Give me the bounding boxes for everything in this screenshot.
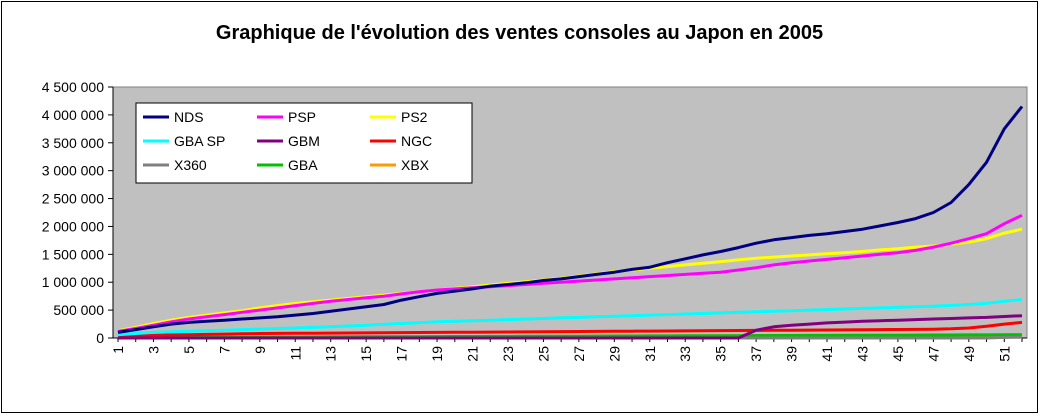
x-tick-label: 33 [677, 346, 693, 362]
x-tick-label: 47 [925, 346, 941, 362]
series-line-gbm [118, 314, 1023, 340]
legend-box [135, 102, 473, 184]
x-tick-label: 7 [216, 346, 232, 354]
x-tick-label: 23 [500, 346, 516, 362]
legend-label-gba-sp: GBA SP [174, 133, 225, 149]
x-tick-label: 29 [606, 346, 622, 362]
legend-label-gbm: GBM [288, 133, 320, 149]
series-line-ngc [117, 320, 1023, 338]
x-tick-label: 25 [535, 346, 551, 362]
x-tick-label: 49 [961, 346, 977, 362]
y-tick-label: 1 000 000 [42, 274, 104, 290]
x-tick-label: 9 [252, 346, 268, 354]
x-tick-label: 43 [854, 346, 870, 362]
legend-label-ps2: PS2 [401, 109, 428, 125]
y-tick-label: 4 500 000 [42, 79, 104, 95]
series-layer [117, 105, 1024, 340]
legend-label-gba: GBA [288, 157, 318, 173]
x-tick-label: 3 [145, 346, 161, 354]
x-tick-label: 1 [110, 346, 126, 354]
y-tick-label: 2 500 000 [42, 191, 104, 207]
series-line-nds [117, 105, 1024, 334]
chart-title: Graphique de l'évolution des ventes cons… [215, 22, 824, 44]
legend-label-nds: NDS [174, 109, 204, 125]
series-line-psp [117, 213, 1023, 333]
x-tick-label: 31 [642, 346, 658, 362]
y-tick-label: 500 000 [53, 302, 104, 318]
x-tick-label: 19 [429, 346, 445, 362]
y-tick-label: 4 000 000 [42, 107, 104, 123]
y-tick-label: 3 000 000 [42, 163, 104, 179]
y-axis: 0 500 000 1 000 000 1 500 000 2 000 000 2 500… [42, 79, 114, 346]
legend-label-psp: PSP [288, 109, 316, 125]
x-tick-label: 45 [890, 346, 906, 362]
legend-label-x360: X360 [174, 157, 207, 173]
x-tick-label: 11 [287, 346, 303, 361]
y-tick-label: 1 500 000 [42, 246, 104, 262]
y-tick-label: 2 000 000 [42, 218, 104, 234]
y-tick-label: 3 500 000 [42, 135, 104, 151]
legend: NDS PSP PS2 GBA SP GBM NGC X360 GBA XBX [135, 102, 473, 184]
x-tick-label: 39 [784, 346, 800, 362]
legend-label-xbx: XBX [401, 157, 430, 173]
x-tick-label: 21 [465, 346, 481, 362]
legend-label-ngc: NGC [401, 133, 432, 149]
y-tick-label: 0 [96, 330, 104, 346]
x-tick-label: 27 [571, 346, 587, 362]
x-axis: 1 3 5 7 9 11 13 15 17 19 21 23 25 27 29 31 33 35 37 39 41 43 4… [110, 337, 1027, 362]
x-tick-label: 5 [181, 346, 197, 354]
x-tick-label: 17 [394, 346, 410, 362]
x-tick-label: 35 [713, 346, 729, 362]
x-tick-label: 13 [323, 346, 339, 362]
x-tick-label: 37 [748, 346, 764, 362]
x-tick-label: 51 [996, 346, 1012, 362]
x-tick-label: 15 [358, 346, 374, 362]
series-line-gba-sp [117, 298, 1023, 337]
x-tick-label: 41 [819, 346, 835, 362]
